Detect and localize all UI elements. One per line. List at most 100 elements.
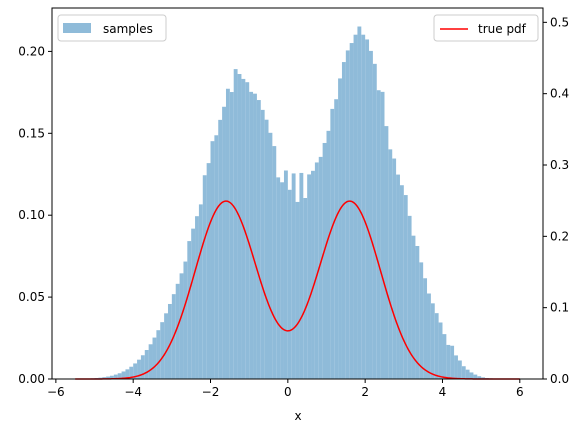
histogram-bar: [415, 246, 420, 379]
histogram-bar: [214, 135, 219, 379]
histogram-bar: [442, 334, 447, 379]
histogram-bar: [195, 216, 199, 379]
legend-samples-swatch: [63, 23, 91, 33]
legend-samples: samples: [57, 14, 167, 42]
histogram-bar: [179, 273, 184, 379]
histogram-bar: [113, 374, 118, 379]
legend-true-pdf: true pdf: [433, 14, 539, 42]
x-tick-label: 0: [284, 385, 292, 399]
histogram-bars: [79, 26, 501, 380]
histogram-bar: [411, 235, 416, 379]
histogram-bar: [109, 375, 114, 379]
histogram-bar: [167, 303, 172, 379]
histogram-bar: [210, 141, 215, 379]
histogram-bar: [341, 62, 346, 380]
histogram-bar: [473, 374, 478, 379]
histogram-bar: [399, 185, 404, 379]
histogram-bar: [129, 366, 134, 379]
histogram-bar: [349, 43, 354, 380]
histogram-bar: [450, 345, 455, 379]
histogram-bar: [140, 355, 145, 379]
histogram-bar: [365, 39, 370, 379]
histogram-bar: [299, 172, 304, 379]
y-right-tick-label: 0.1: [550, 301, 569, 315]
histogram-bar: [202, 175, 207, 379]
histogram-bar: [434, 313, 439, 379]
histogram-bar: [187, 241, 192, 379]
histogram-bar: [280, 182, 284, 379]
histogram-bar: [249, 91, 254, 380]
x-tick-label: 2: [361, 385, 369, 399]
histogram-bar: [225, 88, 230, 379]
histogram-bar: [156, 330, 161, 379]
histogram-bar: [137, 359, 141, 379]
legend-samples-label: samples: [103, 22, 153, 36]
histogram-bar: [117, 373, 122, 379]
legend-samples-box: [57, 14, 167, 42]
y-left-tick-label: 0.00: [18, 372, 45, 386]
y-right-tick-label: 0.4: [550, 87, 569, 101]
histogram-bar: [338, 78, 342, 380]
x-tick-label: −6: [47, 385, 65, 399]
histogram-bar: [446, 344, 451, 379]
histogram-bar: [295, 201, 300, 379]
histogram-bar: [237, 74, 242, 379]
histogram-bar: [477, 376, 482, 379]
histogram-bar: [430, 303, 435, 379]
histogram-bar: [233, 69, 238, 379]
histogram-bar: [330, 108, 335, 380]
histogram-bar: [102, 377, 107, 379]
y-axis-right-ticks: 0.0 0.1 0.2 0.3 0.4 0.5: [543, 15, 569, 386]
histogram-bar: [198, 204, 203, 379]
histogram-bar: [345, 50, 350, 380]
histogram-bar: [125, 369, 130, 379]
y-right-tick-label: 0.2: [550, 229, 569, 243]
histogram-bar: [264, 119, 269, 380]
histogram-bar: [318, 156, 323, 379]
histogram-bar: [106, 376, 110, 379]
pdf-line: [75, 200, 520, 380]
histogram-bar: [454, 355, 458, 379]
histogram-bar: [152, 337, 157, 379]
histogram-bar: [465, 369, 470, 379]
histogram-bar: [392, 158, 397, 379]
histogram-bar: [322, 142, 327, 379]
histogram-bar: [148, 344, 153, 379]
histogram-bar: [160, 322, 165, 379]
y-right-tick-label: 0.3: [550, 158, 569, 172]
histogram-bar: [229, 92, 234, 379]
x-axis-label: x: [294, 409, 301, 423]
histogram-bar: [241, 78, 246, 380]
y-left-tick-label: 0.10: [18, 208, 45, 222]
histogram-bar: [260, 109, 265, 379]
histogram-bar: [469, 372, 474, 379]
histogram-bar: [380, 91, 385, 380]
histogram-bar: [438, 322, 443, 379]
histogram-bar: [427, 293, 431, 379]
histogram-bar: [253, 93, 257, 380]
histogram-bar: [245, 82, 250, 379]
histogram-bar: [423, 278, 428, 379]
y-right-tick-label: 0.0: [550, 372, 569, 386]
histogram-bar: [314, 162, 319, 379]
histogram-bar: [326, 130, 331, 379]
histogram-bar: [276, 177, 281, 379]
histogram-bar: [307, 174, 312, 379]
legend-pdf-box: [433, 14, 539, 42]
histogram-bar: [311, 170, 315, 379]
y-left-tick-label: 0.20: [18, 44, 45, 58]
legend-pdf-label: true pdf: [478, 22, 527, 36]
histogram-bar: [372, 63, 377, 379]
histogram-bar: [144, 350, 149, 379]
x-tick-label: −4: [124, 385, 142, 399]
histogram-bar: [303, 198, 308, 379]
histogram-bar: [191, 228, 196, 379]
histogram-bar: [133, 363, 138, 379]
plot-frame: [51, 7, 544, 380]
histogram-bar: [206, 163, 211, 379]
histogram-bar: [403, 195, 408, 379]
x-axis-ticks: −6 −4 −2 0 2 4 6: [47, 379, 524, 399]
histogram-bar: [419, 262, 424, 379]
x-tick-label: 4: [439, 385, 447, 399]
